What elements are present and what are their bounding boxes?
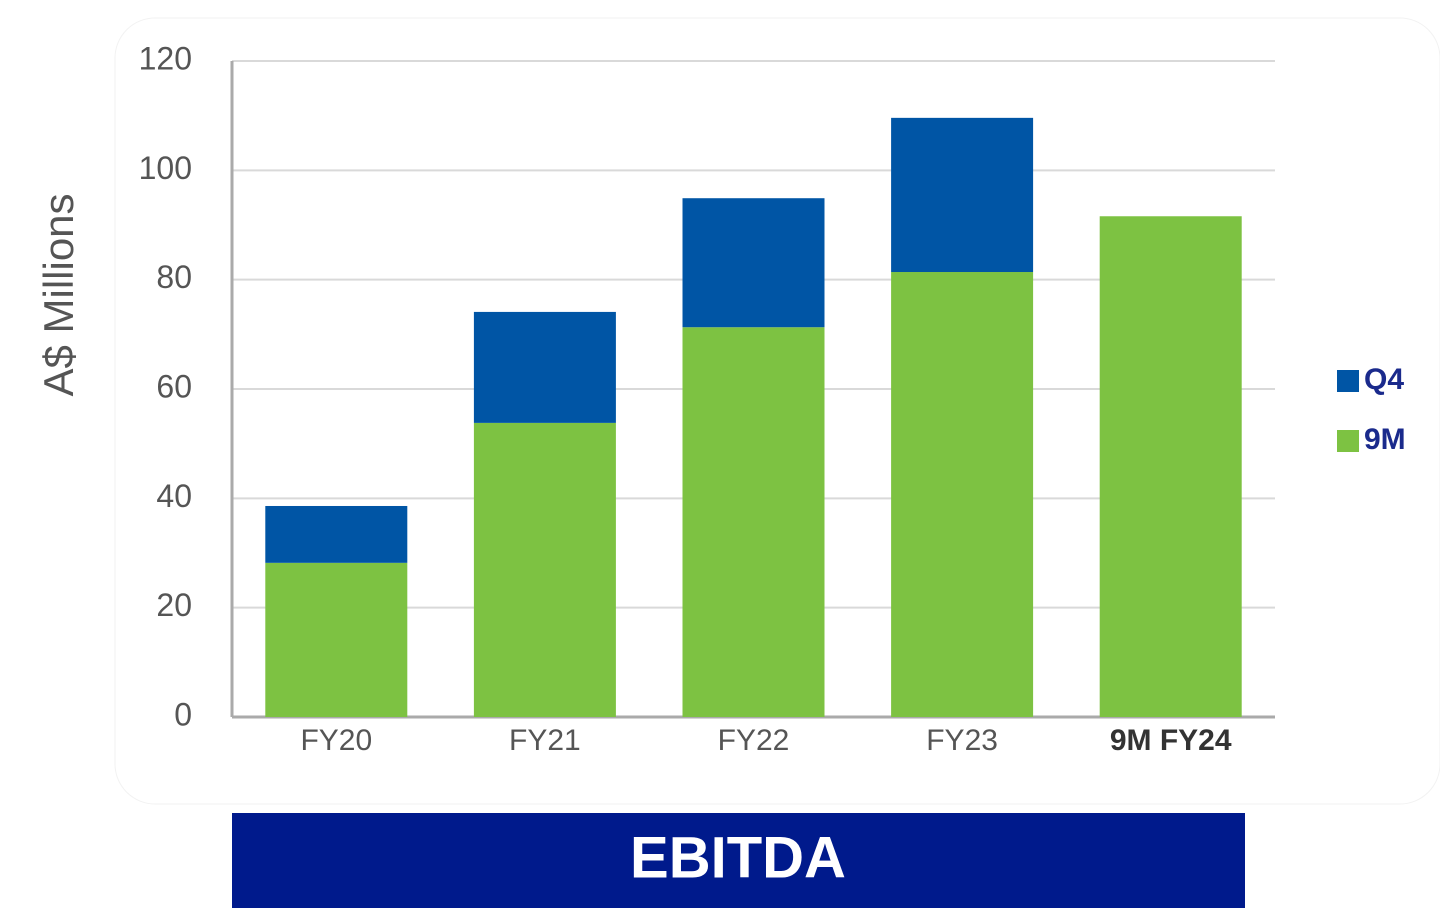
legend-label: Q4 — [1364, 363, 1404, 396]
bar-segment — [891, 272, 1034, 717]
legend-label: 9M — [1364, 423, 1406, 456]
x-tick-label: FY21 — [509, 724, 581, 757]
legend-swatch — [1337, 430, 1359, 452]
y-axis-label: A$ Millions — [35, 193, 82, 396]
bar-segment — [682, 198, 825, 328]
legend-swatch — [1337, 370, 1359, 392]
y-tick-label: 80 — [156, 259, 192, 295]
banner-title: EBITDA — [630, 825, 846, 890]
y-tick-label: 40 — [156, 478, 192, 514]
bar-segment — [682, 327, 825, 717]
y-tick-label: 0 — [174, 696, 192, 732]
x-tick-label: 9M FY24 — [1110, 724, 1232, 757]
bar-segment — [891, 117, 1034, 273]
y-tick-label: 120 — [139, 40, 192, 76]
x-tick-label: FY20 — [300, 724, 372, 757]
y-tick-label: 100 — [139, 150, 192, 186]
bar-segment — [265, 505, 408, 563]
x-tick-label: FY23 — [926, 724, 998, 757]
y-tick-label: 60 — [156, 368, 192, 404]
bar-segment — [473, 422, 616, 717]
bar-segment — [1099, 216, 1242, 717]
bar-segment — [473, 311, 616, 423]
banner — [232, 813, 1245, 908]
bar-segment — [265, 562, 408, 717]
x-tick-label: FY22 — [718, 724, 790, 757]
y-tick-label: 20 — [156, 587, 192, 623]
